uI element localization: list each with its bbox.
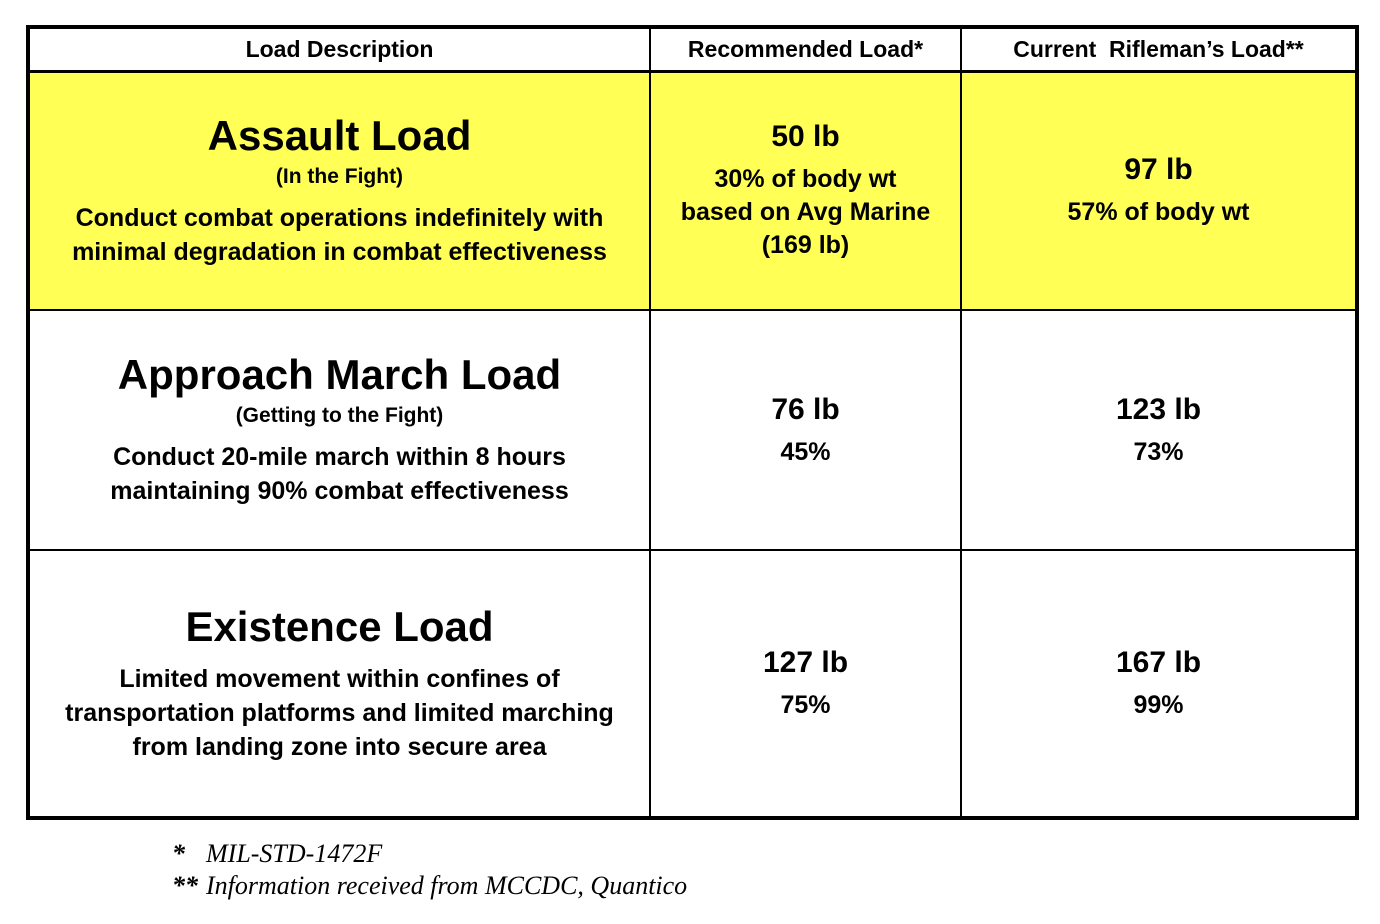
load-comparison-table: Load Description Recommended Load* Curre… [26, 25, 1359, 820]
table-row-existence-load: Existence Load Limited movement within c… [27, 549, 1358, 819]
assault-recommended-detail-3: (169 lb) [761, 231, 850, 260]
header-load-description: Load Description [27, 26, 651, 73]
approach-current-cell: 123 lb 73% [960, 309, 1358, 551]
assault-load-description-cell: Assault Load (In the Fight) Conduct comb… [27, 70, 651, 311]
assault-current-weight: 97 lb [1124, 153, 1193, 187]
approach-load-title: Approach March Load [117, 351, 562, 399]
footnote-mccdc: ** Information received from MCCDC, Quan… [172, 870, 687, 902]
footnotes: * MIL-STD-1472F ** Information received … [172, 838, 687, 902]
assault-recommended-cell: 50 lb 30% of body wt based on Avg Marine… [649, 70, 962, 311]
assault-recommended-detail-2: based on Avg Marine [680, 198, 931, 227]
header-current-riflemans-load: Current Rifleman’s Load** [960, 26, 1358, 73]
approach-current-detail: 73% [1133, 437, 1184, 466]
table-row-assault-load: Assault Load (In the Fight) Conduct comb… [27, 70, 1358, 311]
footnote-text-1: MIL-STD-1472F [206, 839, 383, 868]
existence-current-detail: 99% [1133, 691, 1184, 719]
footnote-marker-2: ** [172, 871, 198, 900]
existence-load-description: Limited movement within confines of tran… [65, 665, 614, 761]
existence-load-description-cell: Existence Load Limited movement within c… [27, 549, 651, 819]
existence-recommended-weight: 127 lb [762, 646, 849, 679]
assault-recommended-detail-1: 30% of body wt [714, 165, 897, 194]
footnote-marker-1: * [172, 839, 185, 868]
table-row-approach-march-load: Approach March Load (Getting to the Figh… [27, 309, 1358, 551]
assault-load-title: Assault Load [207, 112, 472, 160]
assault-current-cell: 97 lb 57% of body wt [960, 70, 1358, 311]
assault-load-description: Conduct combat operations indefinitely w… [72, 203, 607, 266]
approach-load-subtitle: (Getting to the Fight) [235, 403, 444, 427]
assault-recommended-weight: 50 lb [771, 120, 840, 154]
approach-recommended-detail: 45% [780, 437, 831, 466]
table-header-row: Load Description Recommended Load* Curre… [27, 26, 1358, 73]
existence-recommended-detail: 75% [780, 691, 831, 719]
assault-load-subtitle: (In the Fight) [275, 164, 404, 188]
footnote-text-2: Information received from MCCDC, Quantic… [206, 871, 688, 900]
existence-recommended-cell: 127 lb 75% [649, 549, 962, 819]
approach-load-description-cell: Approach March Load (Getting to the Figh… [27, 309, 651, 551]
existence-current-cell: 167 lb 99% [960, 549, 1358, 819]
approach-load-description: Conduct 20-mile march within 8 hours mai… [110, 443, 569, 505]
approach-current-weight: 123 lb [1115, 392, 1202, 426]
existence-load-title: Existence Load [185, 602, 494, 650]
header-recommended-load: Recommended Load* [649, 26, 962, 73]
assault-current-detail: 57% of body wt [1067, 198, 1250, 227]
approach-recommended-weight: 76 lb [771, 392, 840, 426]
existence-current-weight: 167 lb [1115, 646, 1202, 679]
footnote-mil-std: * MIL-STD-1472F [172, 838, 687, 870]
approach-recommended-cell: 76 lb 45% [649, 309, 962, 551]
